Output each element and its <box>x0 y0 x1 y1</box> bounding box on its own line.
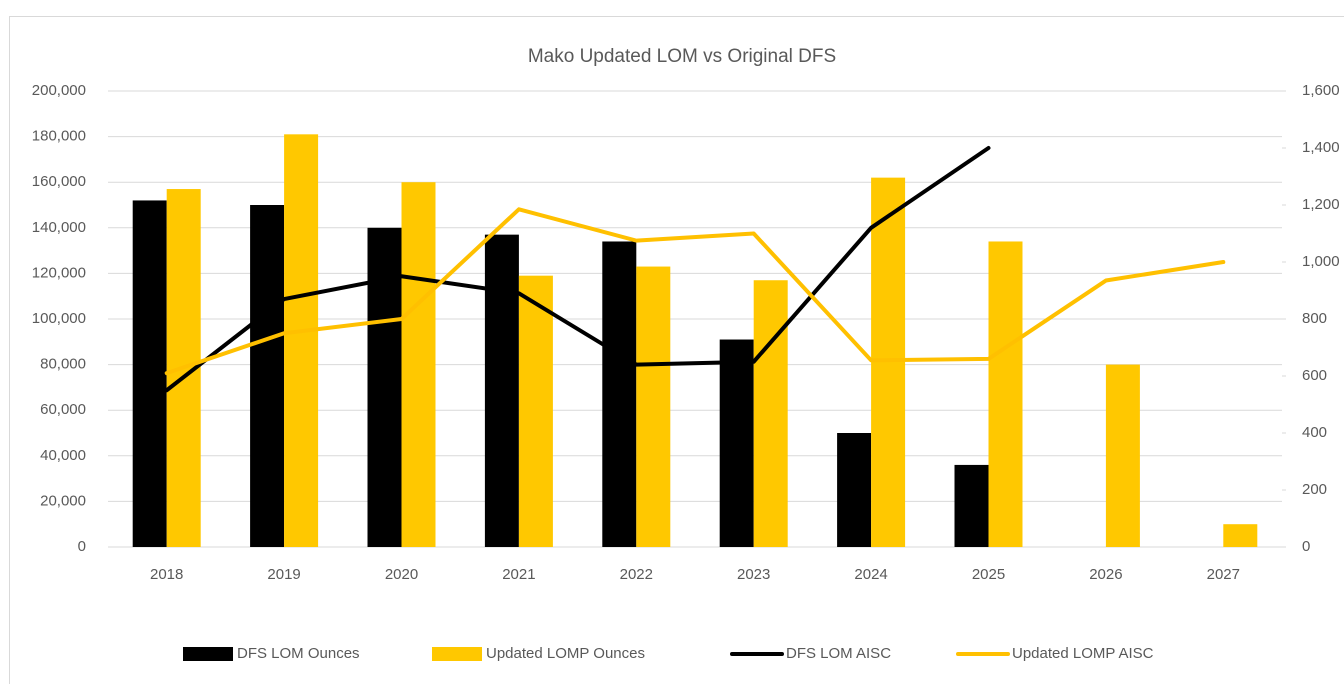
y2-tick-label: 600 <box>1302 367 1327 384</box>
y2-tick-label: 1,200 <box>1302 196 1340 213</box>
x-tick-label: 2021 <box>502 566 535 583</box>
x-tick-label: 2025 <box>972 566 1005 583</box>
x-tick-label: 2019 <box>267 566 300 583</box>
y-tick-label: 180,000 <box>32 128 86 145</box>
legend-label: Updated LOMP Ounces <box>486 645 645 662</box>
bar <box>284 134 318 547</box>
bar <box>754 280 788 547</box>
y2-tick-label: 200 <box>1302 481 1327 498</box>
y2-tick-label: 800 <box>1302 310 1327 327</box>
bar <box>720 340 754 547</box>
chart-border <box>10 17 1344 685</box>
y-tick-label: 100,000 <box>32 310 86 327</box>
y2-tick-label: 1,000 <box>1302 253 1340 270</box>
chart-title: Mako Updated LOM vs Original DFS <box>528 46 836 67</box>
x-tick-label: 2027 <box>1207 566 1240 583</box>
y2-tick-label: 1,400 <box>1302 139 1340 156</box>
legend-label: DFS LOM AISC <box>786 645 891 662</box>
bar <box>602 241 636 547</box>
x-tick-label: 2024 <box>854 566 887 583</box>
y-tick-label: 20,000 <box>40 492 86 509</box>
legend-label: Updated LOMP AISC <box>1012 645 1154 662</box>
x-tick-label: 2023 <box>737 566 770 583</box>
bar <box>250 205 284 547</box>
y-tick-label: 120,000 <box>32 264 86 281</box>
x-tick-label: 2020 <box>385 566 418 583</box>
bar <box>636 267 670 547</box>
bar <box>402 182 436 547</box>
legend-label: DFS LOM Ounces <box>237 645 360 662</box>
x-tick-label: 2018 <box>150 566 183 583</box>
bar <box>837 433 871 547</box>
bar <box>871 178 905 547</box>
y2-tick-label: 0 <box>1302 538 1310 555</box>
bar <box>989 241 1023 547</box>
bar <box>1106 365 1140 547</box>
y-tick-label: 0 <box>78 538 86 555</box>
y2-tick-label: 400 <box>1302 424 1327 441</box>
legend-swatch <box>183 647 233 661</box>
y-tick-label: 60,000 <box>40 401 86 418</box>
bar <box>1223 524 1257 547</box>
bar <box>519 276 553 547</box>
x-tick-label: 2026 <box>1089 566 1122 583</box>
y-tick-label: 160,000 <box>32 173 86 190</box>
y-tick-label: 140,000 <box>32 219 86 236</box>
y2-tick-label: 1,600 <box>1302 82 1340 99</box>
x-tick-label: 2022 <box>620 566 653 583</box>
y-tick-label: 40,000 <box>40 447 86 464</box>
y-tick-label: 80,000 <box>40 356 86 373</box>
y-tick-label: 200,000 <box>32 82 86 99</box>
bar <box>955 465 989 547</box>
bar <box>485 235 519 547</box>
legend-swatch <box>432 647 482 661</box>
bar <box>133 200 167 547</box>
